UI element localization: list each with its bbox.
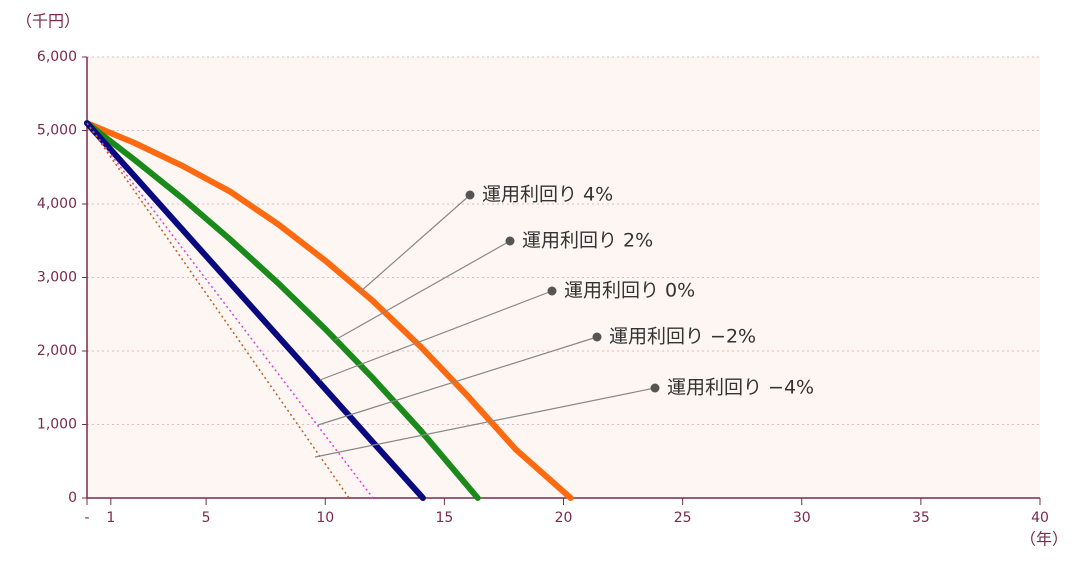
y-tick-label: 3,000 xyxy=(37,270,77,286)
series-line xyxy=(84,120,481,501)
series-label: 運用利回り 0% xyxy=(564,280,695,302)
leader-dot xyxy=(547,286,557,296)
y-tick-label: 4,000 xyxy=(37,196,77,212)
leader-line xyxy=(317,336,598,426)
x-tick-label: 5 xyxy=(202,510,211,526)
x-tick-label: 40 xyxy=(1031,510,1049,526)
x-unit: （年） xyxy=(1020,530,1068,549)
series-label: 運用利回り 2% xyxy=(522,230,653,252)
x-tick-label: 25 xyxy=(674,510,692,526)
leader-dot xyxy=(592,332,602,342)
series-line xyxy=(86,122,350,499)
x-tick-label: 20 xyxy=(555,510,573,526)
leader-line xyxy=(334,240,511,341)
y-tick-label: 1,000 xyxy=(37,417,77,433)
leader-line xyxy=(359,194,471,293)
y-tick-label: 6,000 xyxy=(37,49,77,65)
series-label: 運用利回り −4% xyxy=(667,377,814,399)
y-tick-label: 5,000 xyxy=(37,123,77,139)
series-line xyxy=(86,122,374,499)
series-label: 運用利回り 4% xyxy=(482,184,613,206)
x-tick-label: 1 xyxy=(106,510,115,526)
series-line xyxy=(84,120,426,501)
leader-dot xyxy=(650,383,660,393)
x-tick-label: 35 xyxy=(912,510,930,526)
leader-line xyxy=(314,387,656,458)
y-unit: （千円） xyxy=(16,12,80,31)
y-tick-label: 0 xyxy=(68,490,77,506)
y-tick-label: 2,000 xyxy=(37,343,77,359)
series-label: 運用利回り −2% xyxy=(609,326,756,348)
leader-dot xyxy=(505,236,515,246)
x-tick-label: 30 xyxy=(793,510,811,526)
x-tick-label: 10 xyxy=(316,510,334,526)
x-tick-label: - xyxy=(84,510,89,526)
x-tick-label: 15 xyxy=(435,510,453,526)
series-line xyxy=(84,120,574,501)
leader-line xyxy=(319,290,553,381)
leader-dot xyxy=(465,190,475,200)
